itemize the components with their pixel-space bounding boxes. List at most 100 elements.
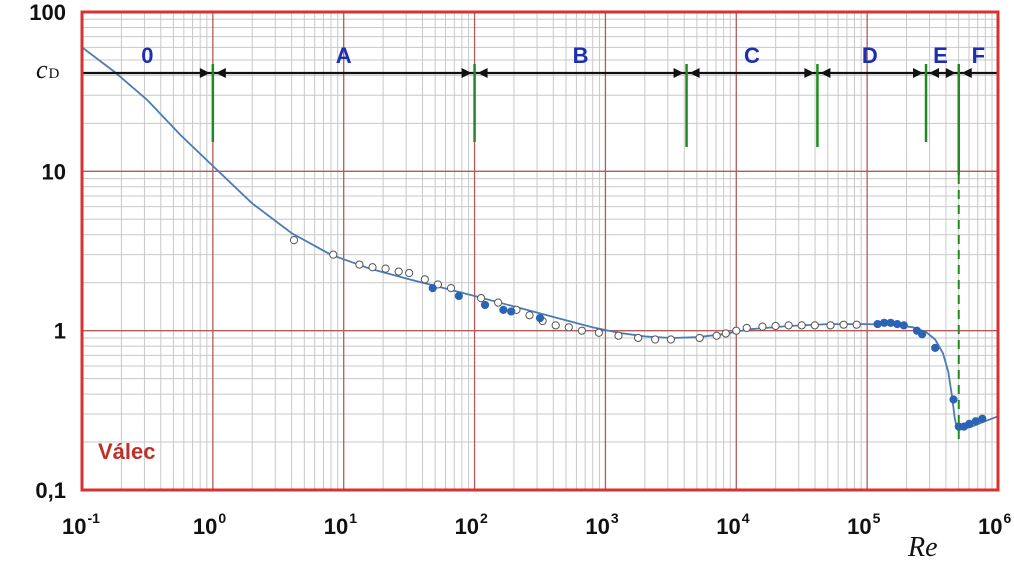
x-tick-base: 10 — [978, 514, 1002, 539]
filled-data-point — [893, 319, 902, 329]
open-data-point — [721, 329, 730, 338]
open-data-point — [494, 298, 503, 307]
filled-data-point — [535, 313, 545, 323]
y-axis-label: cD — [36, 55, 60, 84]
filled-data-point — [499, 305, 508, 315]
x-tick-base: 10 — [716, 514, 740, 539]
marker-layer — [289, 236, 987, 431]
filled-data-point — [507, 307, 516, 316]
arrowhead-right — [804, 68, 815, 78]
open-data-point — [355, 260, 364, 269]
x-tick-label: 106 — [978, 510, 1011, 539]
arrowhead-left — [215, 68, 226, 78]
open-data-point — [551, 321, 560, 330]
region-label: F — [972, 43, 985, 68]
arrowhead-left — [929, 68, 940, 78]
y-tick-label: 100 — [29, 0, 66, 25]
x-axis-label: Re — [907, 532, 938, 563]
open-data-point — [368, 263, 377, 272]
open-data-point — [525, 311, 534, 320]
open-data-point — [329, 250, 338, 259]
open-data-point — [797, 321, 806, 330]
filled-data-point — [454, 291, 463, 301]
open-data-point — [732, 326, 741, 335]
x-tick-exponent: 6 — [1003, 510, 1011, 526]
y-tick-label: 1 — [54, 319, 66, 344]
open-data-point — [712, 331, 721, 340]
x-tick-label: 103 — [585, 510, 618, 539]
arrowhead-left — [477, 68, 488, 78]
filled-data-point — [931, 343, 940, 352]
filled-data-point — [978, 414, 987, 423]
open-data-point — [852, 320, 861, 329]
open-data-point — [784, 321, 793, 330]
arrowhead-right — [461, 68, 472, 78]
open-data-point — [420, 275, 429, 284]
open-data-point — [446, 283, 456, 293]
filled-data-point — [428, 283, 437, 293]
open-data-point — [289, 236, 299, 245]
open-data-point — [742, 323, 751, 333]
x-tick-exponent: 3 — [611, 510, 619, 526]
filled-data-point — [949, 395, 958, 404]
x-tick-exponent: 5 — [873, 510, 881, 526]
x-tick-label: 101 — [324, 510, 357, 539]
y-tick-label: 10 — [42, 159, 66, 184]
open-data-point — [839, 320, 848, 329]
x-tick-label: 100 — [193, 510, 226, 539]
x-tick-base: 10 — [847, 514, 871, 539]
open-data-point — [564, 323, 573, 332]
x-tick-label: 10-1 — [62, 510, 100, 539]
open-data-point — [477, 294, 486, 303]
plot-frame — [80, 10, 1000, 492]
arrowhead-left — [689, 68, 700, 78]
open-data-point — [405, 268, 414, 278]
open-data-point — [651, 335, 660, 344]
filled-data-point — [899, 321, 908, 330]
arrowhead-right — [945, 68, 956, 78]
x-tick-exponent: 0 — [218, 510, 226, 526]
open-data-point — [695, 333, 704, 343]
x-tick-base: 10 — [585, 514, 609, 539]
x-tick-label: 105 — [847, 510, 880, 539]
x-tick-base: 10 — [324, 514, 348, 539]
x-tick-exponent: 2 — [480, 510, 488, 526]
open-data-point — [666, 335, 675, 344]
arrowhead-right — [673, 68, 684, 78]
x-tick-exponent: -1 — [87, 510, 100, 526]
filled-data-point — [480, 300, 490, 310]
open-data-point — [614, 331, 623, 340]
region-label: D — [862, 43, 878, 68]
y-tick-label: 0,1 — [35, 478, 66, 503]
arrowhead-right — [913, 68, 924, 78]
open-data-point — [394, 267, 403, 276]
filled-data-point — [918, 330, 927, 339]
region-label: B — [573, 43, 589, 68]
open-data-point — [771, 321, 780, 331]
x-tick-exponent: 1 — [349, 510, 357, 526]
x-tick-base: 10 — [62, 514, 86, 539]
cylinder-annotation: Válec — [98, 439, 156, 464]
x-tick-label: 104 — [716, 510, 749, 539]
open-data-point — [758, 322, 767, 331]
arrowhead-left — [820, 68, 831, 78]
open-data-point — [577, 326, 586, 335]
open-data-point — [381, 264, 390, 273]
open-data-point — [594, 328, 603, 337]
x-tick-base: 10 — [455, 514, 479, 539]
x-tick-label: 102 — [455, 510, 488, 539]
open-data-point — [634, 333, 643, 343]
major-grid — [82, 12, 998, 490]
region-label: E — [933, 43, 948, 68]
arrowhead-right — [199, 68, 210, 78]
filled-data-point — [873, 319, 882, 329]
x-tick-base: 10 — [193, 514, 217, 539]
arrowhead-left — [961, 68, 972, 78]
open-data-point — [810, 321, 819, 330]
open-data-point — [826, 321, 835, 330]
region-label: A — [336, 43, 352, 68]
